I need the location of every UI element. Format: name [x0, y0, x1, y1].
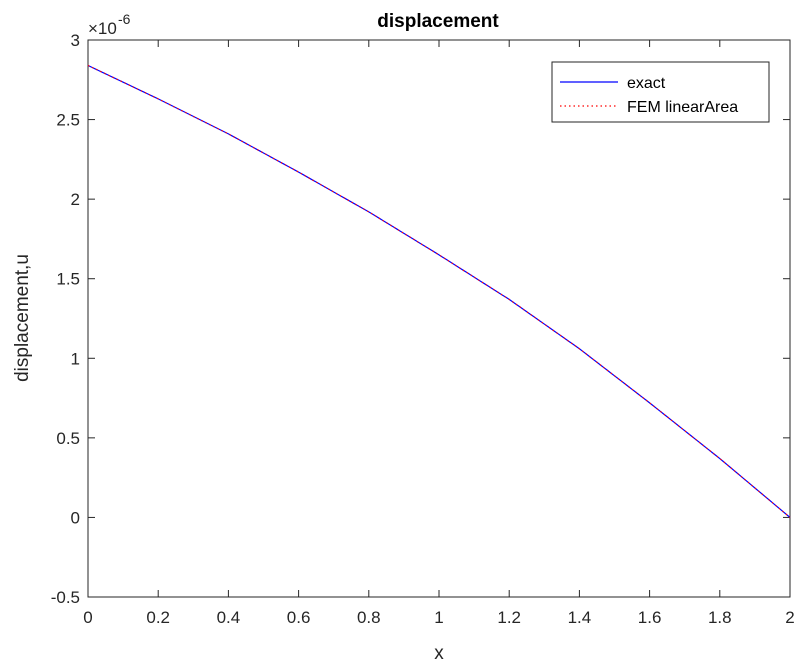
- series-layer: [87, 64, 791, 518]
- y-tick-label: -0.5: [51, 588, 80, 607]
- x-tick-label: 0: [83, 608, 92, 627]
- y-tick-label: 3: [71, 31, 80, 50]
- x-tick-label: 0.8: [357, 608, 381, 627]
- y-tick-label: 2: [71, 190, 80, 209]
- y-tick-label: 0: [71, 508, 80, 527]
- x-axis-label: x: [434, 643, 444, 664]
- x-tick-label: 0.6: [287, 608, 311, 627]
- y-tick-label: 0.5: [56, 429, 80, 448]
- x-tick-label: 1.6: [638, 608, 662, 627]
- series-line-exact: [87, 64, 791, 518]
- chart-title: displacement: [377, 11, 499, 32]
- y-tick-label: 2.5: [56, 111, 80, 130]
- x-axis: 0 0.2 0.4 0.6 0.8 1 1.2 1.4 1.6 1.8 2: [83, 40, 795, 627]
- y-multiplier-exponent: -6: [118, 11, 131, 27]
- x-tick-label: 1.4: [568, 608, 592, 627]
- x-tick-label: 1: [434, 608, 443, 627]
- x-tick-label: 2: [785, 608, 794, 627]
- y-tick-label: 1: [71, 349, 80, 368]
- x-tick-label: 1.8: [708, 608, 732, 627]
- legend-entry-label: FEM linearArea: [627, 99, 738, 116]
- y-axis-label: displacement,u: [12, 254, 33, 382]
- legend-entry-label: exact: [627, 75, 666, 92]
- y-tick-label: 1.5: [56, 270, 80, 289]
- legend: exact FEM linearArea: [551, 61, 770, 123]
- x-tick-label: 0.2: [146, 608, 170, 627]
- y-multiplier-base: ×10: [88, 19, 117, 38]
- y-multiplier-label: ×10 -6: [88, 11, 131, 38]
- plot-area: [87, 39, 791, 598]
- x-tick-label: 0.4: [217, 608, 241, 627]
- y-axis: -0.5 0 0.5 1 1.5 2 2.5 3: [51, 31, 790, 607]
- x-tick-label: 1.2: [497, 608, 521, 627]
- legend-box: [551, 61, 770, 123]
